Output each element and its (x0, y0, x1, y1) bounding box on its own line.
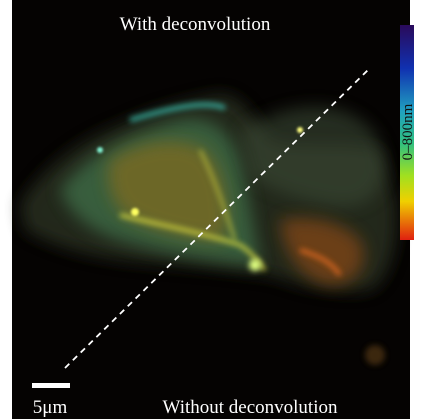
scale-bar-label: 5μm (33, 397, 68, 418)
scale-bar (32, 383, 70, 388)
divider-line (64, 67, 371, 369)
cell-fluorescence (20, 94, 397, 365)
colorbar-label: 0–800nm (400, 103, 416, 160)
top-label: With deconvolution (120, 14, 271, 35)
bottom-label: Without deconvolution (163, 397, 338, 418)
colorbar (400, 25, 414, 240)
